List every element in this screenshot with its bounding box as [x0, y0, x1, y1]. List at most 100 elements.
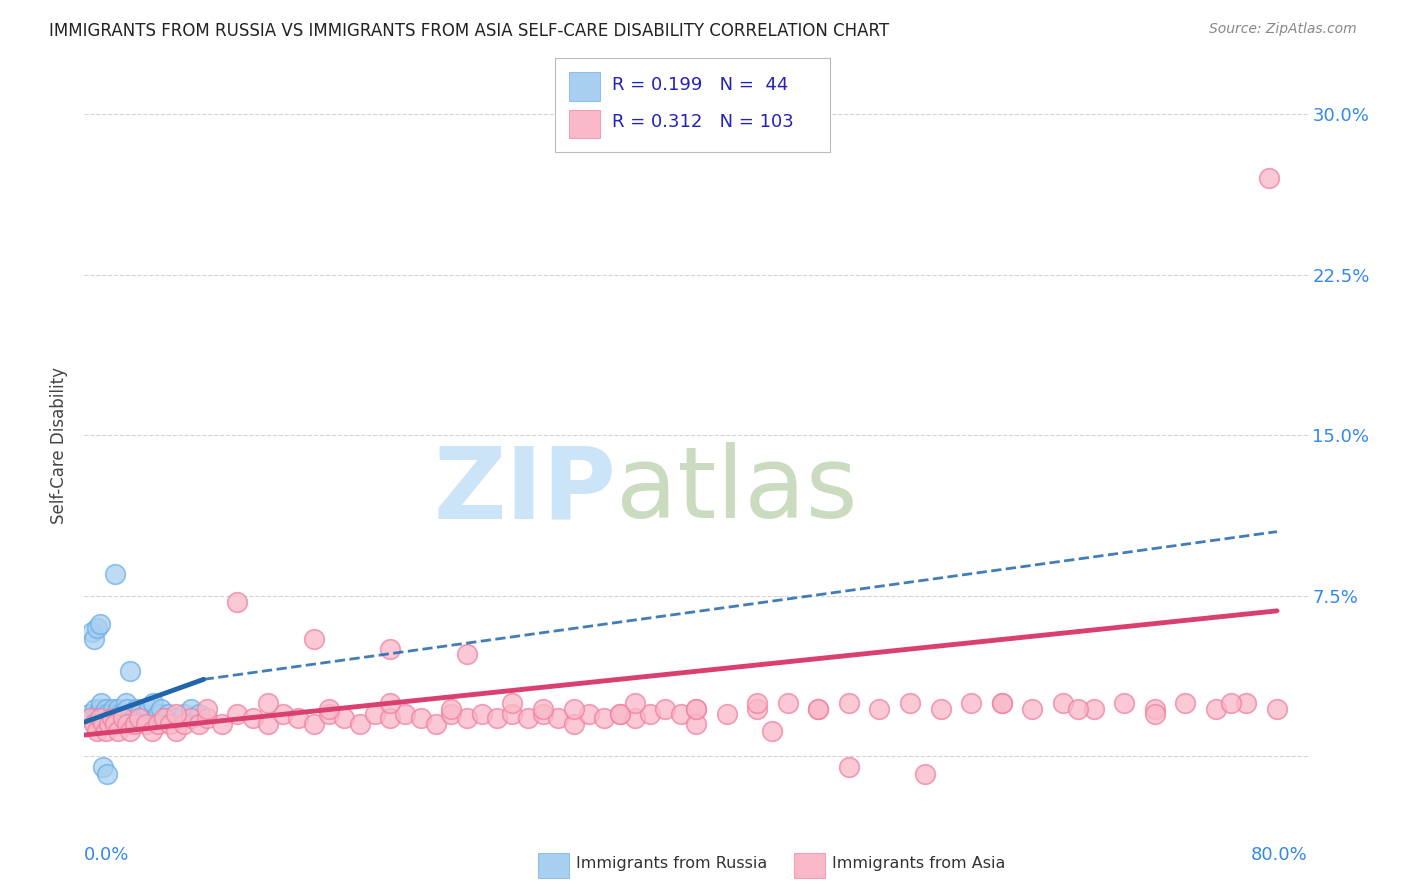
- Point: [593, 711, 616, 725]
- Point: [146, 717, 169, 731]
- Point: [91, 717, 114, 731]
- Point: [807, 702, 830, 716]
- Point: [135, 706, 157, 721]
- Point: [141, 723, 163, 738]
- Point: [1052, 696, 1074, 710]
- Point: [302, 717, 325, 731]
- Point: [394, 706, 416, 721]
- Point: [86, 723, 108, 738]
- Point: [93, 711, 115, 725]
- Point: [456, 647, 478, 661]
- Text: Immigrants from Asia: Immigrants from Asia: [832, 856, 1005, 871]
- Point: [89, 616, 111, 631]
- Point: [149, 702, 172, 716]
- Point: [685, 702, 707, 716]
- Point: [105, 706, 128, 721]
- Point: [86, 621, 108, 635]
- Point: [669, 706, 692, 721]
- Point: [654, 702, 676, 716]
- Point: [195, 711, 218, 725]
- Point: [165, 706, 187, 721]
- Point: [226, 595, 249, 609]
- Point: [157, 706, 180, 721]
- Point: [180, 702, 202, 716]
- Point: [101, 711, 124, 725]
- Point: [624, 696, 647, 710]
- Point: [638, 706, 661, 721]
- Point: [929, 702, 952, 716]
- Point: [94, 723, 117, 738]
- Point: [761, 723, 783, 738]
- Point: [111, 711, 134, 725]
- Point: [380, 642, 402, 657]
- Point: [125, 702, 148, 716]
- Point: [1174, 696, 1197, 710]
- Point: [1205, 702, 1227, 716]
- Point: [242, 711, 264, 725]
- Point: [1067, 702, 1090, 716]
- Point: [79, 711, 101, 725]
- Point: [104, 711, 127, 725]
- Point: [89, 702, 111, 716]
- Point: [516, 711, 538, 725]
- Point: [531, 706, 554, 721]
- Point: [108, 706, 131, 721]
- Point: [991, 696, 1014, 710]
- Point: [124, 717, 146, 731]
- Point: [257, 696, 280, 710]
- Point: [84, 702, 107, 716]
- Point: [97, 717, 120, 731]
- Point: [195, 702, 218, 716]
- Point: [83, 632, 105, 646]
- Point: [547, 711, 569, 725]
- Point: [87, 706, 110, 721]
- Point: [716, 706, 738, 721]
- Point: [98, 711, 121, 725]
- Point: [120, 706, 142, 721]
- Point: [685, 717, 707, 731]
- Text: 80.0%: 80.0%: [1251, 847, 1308, 864]
- Y-axis label: Self-Care Disability: Self-Care Disability: [51, 368, 69, 524]
- Point: [1021, 702, 1043, 716]
- Point: [271, 706, 294, 721]
- Point: [165, 723, 187, 738]
- Point: [80, 625, 103, 640]
- Point: [173, 717, 195, 731]
- Point: [96, 706, 118, 721]
- Point: [333, 711, 356, 725]
- Point: [91, 706, 114, 721]
- Point: [991, 696, 1014, 710]
- Point: [226, 706, 249, 721]
- Point: [1143, 702, 1166, 716]
- Point: [838, 760, 860, 774]
- Point: [471, 706, 494, 721]
- Point: [380, 696, 402, 710]
- Point: [101, 706, 124, 721]
- Point: [486, 711, 509, 725]
- Point: [425, 717, 447, 731]
- Point: [107, 723, 129, 738]
- Text: ZIP: ZIP: [433, 442, 616, 540]
- Point: [94, 702, 117, 716]
- Point: [1083, 702, 1105, 716]
- Point: [180, 711, 202, 725]
- Point: [131, 711, 153, 725]
- Text: Immigrants from Russia: Immigrants from Russia: [576, 856, 768, 871]
- Point: [142, 696, 165, 710]
- Point: [138, 702, 160, 716]
- Point: [562, 717, 585, 731]
- Point: [578, 706, 600, 721]
- Point: [409, 711, 432, 725]
- Point: [111, 706, 134, 721]
- Point: [107, 702, 129, 716]
- Point: [97, 717, 120, 731]
- Point: [146, 706, 169, 721]
- Point: [318, 702, 340, 716]
- Point: [807, 702, 830, 716]
- Point: [456, 711, 478, 725]
- Point: [135, 717, 157, 731]
- Text: Source: ZipAtlas.com: Source: ZipAtlas.com: [1209, 22, 1357, 37]
- Point: [83, 717, 105, 731]
- Point: [153, 711, 176, 725]
- Point: [103, 702, 125, 716]
